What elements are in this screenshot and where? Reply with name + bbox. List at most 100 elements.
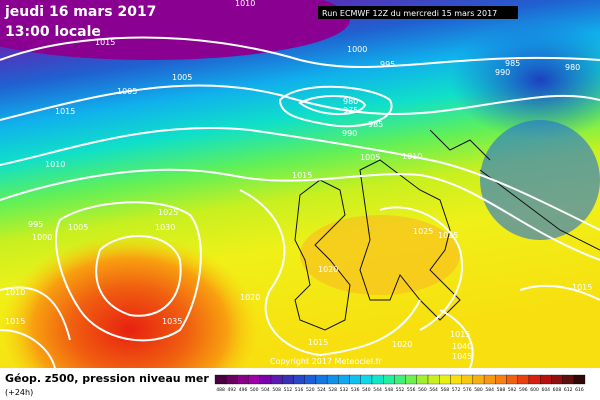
isobar-label: 1015: [55, 107, 75, 116]
scale-cell: [326, 374, 339, 385]
date-label: jeudi 16 mars 2017: [4, 4, 156, 20]
scale-cell: [405, 374, 417, 385]
scale-cell: [416, 374, 429, 385]
scale-cell: [282, 374, 294, 385]
isobar-label: 975: [343, 106, 358, 115]
scale-cell: [528, 374, 541, 385]
scale-cell: [394, 374, 406, 385]
scale-label: 608: [553, 387, 562, 393]
scale-cell: [293, 374, 305, 385]
field: [450, 20, 600, 140]
isobar-label: 1000: [32, 233, 52, 242]
scale-label: 616: [575, 387, 584, 393]
scale-label: 552: [396, 387, 405, 393]
scale-cell: [517, 374, 530, 385]
scale-label: 560: [418, 387, 427, 393]
scale-label: 568: [441, 387, 450, 393]
scale-label: 540: [362, 387, 371, 393]
field: [300, 215, 460, 295]
isobars: [0, 36, 600, 369]
scale-cell: [540, 374, 552, 385]
scale-cell: [270, 374, 283, 385]
scale-cell: [562, 374, 574, 385]
isobar-label: 1015: [308, 338, 328, 347]
scale-cell: [472, 374, 485, 385]
isobar-label: 980: [565, 63, 580, 72]
scale-cell: [573, 374, 586, 385]
field: [0, 0, 350, 60]
scale-cell: [338, 374, 350, 385]
field: [0, 225, 260, 400]
scale-cell: [461, 374, 474, 385]
isobar-label: 1010: [235, 0, 255, 8]
isobar-label: 1005: [360, 153, 380, 162]
isobar-label: 995: [28, 220, 43, 229]
isobar-label: 1010: [5, 288, 25, 297]
isobar-label: 1025: [413, 227, 433, 236]
scale-cell: [551, 374, 563, 385]
scale-cell: [360, 374, 373, 385]
scale-label: 528: [328, 387, 337, 393]
scale-label: 520: [306, 387, 315, 393]
scale-cell: [349, 374, 361, 385]
scale-cell: [483, 374, 496, 385]
isobar-label: 1025: [158, 208, 178, 217]
scale-label: 544: [373, 387, 382, 393]
scale-cell: [214, 374, 227, 385]
scale-label: 492: [228, 387, 237, 393]
scale-label: 584: [485, 387, 494, 393]
isobar-label: 1015: [450, 330, 470, 339]
scale-label: 604: [541, 387, 550, 393]
isobar-label: 1015: [572, 283, 592, 292]
color-scale: 488 492 496 500 504 508 512 516 520 524 528 532 536 5…: [214, 374, 586, 393]
scale-label: 572: [452, 387, 461, 393]
isobar-label: 1005: [68, 223, 88, 232]
time-label: 13:00 locale: [5, 24, 101, 40]
scale-cell: [304, 374, 317, 385]
scale-label: 488: [216, 387, 225, 393]
run-box: [318, 6, 518, 19]
isobar-label: 1005: [117, 87, 137, 96]
isobar-label: 985: [505, 59, 520, 68]
scale-label: 536: [351, 387, 360, 393]
scale-cell: [259, 374, 272, 385]
isobar-label: 990: [342, 129, 357, 138]
isobar-label: 1040: [452, 342, 472, 351]
scale-cell: [439, 374, 451, 385]
scale-label: 532: [340, 387, 349, 393]
isobar-label: 1030: [155, 223, 175, 232]
isobar-label: 980: [343, 97, 358, 106]
scale-label: 600: [530, 387, 539, 393]
isobar-label: 1020: [392, 340, 412, 349]
copyright: Copyright 2017 Meteociel.fr: [270, 357, 382, 366]
isobar-label: 1010: [45, 160, 65, 169]
scale-cell: [450, 374, 462, 385]
scale-label: 524: [317, 387, 326, 393]
scale-cell: [237, 374, 249, 385]
scale-label: 512: [284, 387, 293, 393]
isobar-label: 995: [380, 60, 395, 69]
scale-label: 500: [250, 387, 259, 393]
isobar-label: 1015: [5, 317, 25, 326]
scale-label: 504: [261, 387, 270, 393]
scale-label: 556: [407, 387, 416, 393]
isobar-label: 1025: [438, 231, 458, 240]
isobar-label: 1015: [292, 171, 312, 180]
scale-label: 580: [474, 387, 483, 393]
footer-lead: (+24h): [5, 388, 33, 397]
isobar-label: 1020: [240, 293, 260, 302]
scale-label: 516: [295, 387, 304, 393]
scale-label: 596: [519, 387, 528, 393]
isobar-label: 1045: [452, 352, 472, 361]
scale-cell: [495, 374, 507, 385]
scale-label: 564: [429, 387, 438, 393]
scale-cell: [383, 374, 395, 385]
scale-label: 496: [239, 387, 248, 393]
scale-cell: [226, 374, 238, 385]
isobar-label: 1015: [95, 38, 115, 47]
isobar-label: 1020: [318, 265, 338, 274]
isobar-label: 1010: [402, 152, 422, 161]
